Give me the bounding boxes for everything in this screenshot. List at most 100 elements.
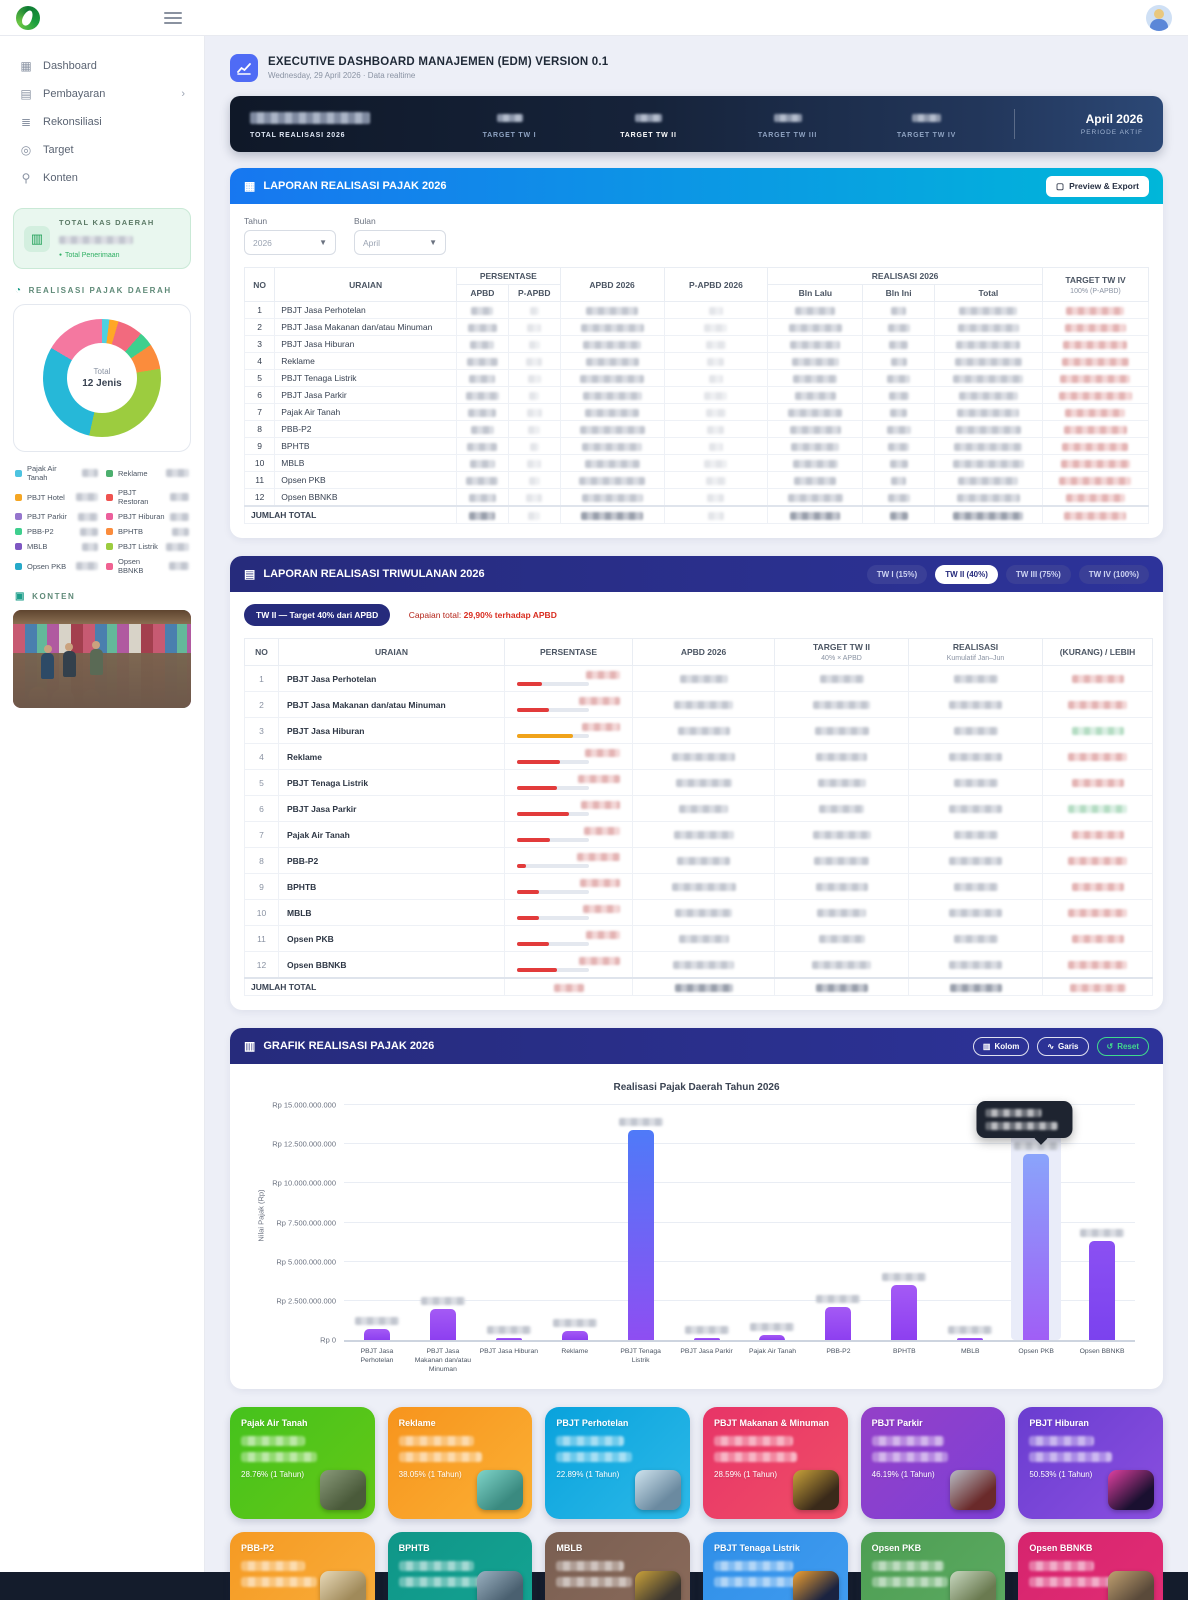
bar[interactable] — [627, 1130, 654, 1340]
tw-tab-button[interactable]: TW II (40%) — [935, 564, 998, 584]
grafik-header: ▥ GRAFIK REALISASI PAJAK 2026 ▥ Kolom ∿ Ga… — [230, 1028, 1163, 1064]
sidebar-item-pembayaran[interactable]: ▤ Pembayaran › — [13, 80, 191, 108]
tax-card-pbjt-makanan-minuman[interactable]: PBJT Makanan & Minuman 28.59% (1 Tahun) — [703, 1406, 848, 1519]
grafik-card: ▥ GRAFIK REALISASI PAJAK 2026 ▥ Kolom ∿ Ga… — [230, 1028, 1163, 1389]
tax-card-pajak-air-tanah[interactable]: Pajak Air Tanah 28.76% (1 Tahun) — [230, 1406, 375, 1519]
donut-chart[interactable]: Total 12 Jenis — [43, 319, 161, 437]
redacted-value — [890, 357, 907, 366]
progress-fill — [517, 916, 539, 920]
redacted-value — [814, 727, 869, 736]
legend-color-dot — [106, 562, 113, 570]
total-kas-card[interactable]: ▥ TOTAL KAS DAERAH Total Penerimaan — [13, 208, 191, 269]
kolom-button[interactable]: ▥ Kolom — [972, 1036, 1030, 1056]
redacted-value — [1063, 340, 1128, 349]
redacted-value — [714, 1576, 797, 1587]
bulan-select[interactable]: April ▼ — [354, 230, 446, 255]
redacted-value — [169, 562, 189, 570]
redacted-value — [794, 476, 837, 485]
tahun-select[interactable]: 2026 ▼ — [244, 230, 336, 255]
reset-button[interactable]: ↺ Reset — [1096, 1036, 1149, 1056]
bar-column[interactable] — [937, 1107, 1003, 1340]
bar[interactable] — [1089, 1241, 1116, 1340]
bar-column[interactable] — [976, 1100, 1073, 1340]
table-row: 3 PBJT Jasa Hiburan — [243, 335, 1150, 353]
redacted-value — [553, 983, 584, 992]
bar-column[interactable] — [805, 1107, 871, 1340]
tw-summary-row: TW II — Target 40% dari APBD Capaian tot… — [244, 604, 1149, 626]
sidebar-item-rekonsiliasi[interactable]: ≣ Rekonsiliasi — [13, 108, 191, 136]
bar[interactable] — [957, 1338, 984, 1340]
bar-column[interactable] — [871, 1107, 937, 1340]
bar[interactable] — [561, 1331, 588, 1340]
bar[interactable] — [363, 1329, 390, 1340]
bar-column[interactable] — [740, 1107, 806, 1340]
bar-column[interactable] — [476, 1107, 542, 1340]
redacted-value — [527, 459, 542, 468]
tax-card-reklame[interactable]: Reklame 38.05% (1 Tahun) — [387, 1406, 533, 1519]
redacted-value — [1069, 983, 1126, 992]
sidebar-item-dashboard[interactable]: ▦ Dashboard — [13, 52, 191, 80]
sidebar-item-label: Target — [43, 144, 74, 156]
tw-tab-button[interactable]: TW I (15%) — [866, 564, 928, 584]
reset-icon: ↺ — [1106, 1041, 1114, 1051]
bar[interactable] — [825, 1307, 852, 1340]
tax-card-mblb[interactable]: MBLB — [545, 1531, 690, 1600]
tax-cards-row2: PBB-P2 BPHTB MBLB PBJT Tenaga Listrik Opsen … — [230, 1531, 1163, 1600]
konten-photo[interactable] — [13, 610, 191, 708]
bar[interactable] — [693, 1338, 720, 1340]
progress-fill — [517, 682, 543, 686]
card-title: MBLB — [556, 1542, 583, 1553]
progress-fill — [517, 968, 558, 972]
tax-card-pbjt-tenaga-listrik[interactable]: PBJT Tenaga Listrik — [703, 1531, 848, 1600]
tax-card-pbjt-parkir[interactable]: PBJT Parkir 46.19% (1 Tahun) — [860, 1406, 1006, 1519]
tax-card-pbjt-hiburan[interactable]: PBJT Hiburan 50.53% (1 Tahun) — [1018, 1406, 1163, 1519]
redacted-value — [1071, 935, 1124, 944]
tax-card-bphtb[interactable]: BPHTB — [387, 1531, 533, 1600]
redacted-value — [891, 476, 907, 485]
bar[interactable] — [891, 1285, 918, 1340]
tax-card-pbb-p2[interactable]: PBB-P2 — [230, 1531, 375, 1600]
bar-column[interactable] — [674, 1107, 740, 1340]
redacted-value — [871, 1451, 948, 1462]
tax-card-opsen-pkb[interactable]: Opsen PKB — [860, 1531, 1006, 1600]
bar-column[interactable] — [344, 1107, 410, 1340]
sidebar-item-target[interactable]: ◎ Target — [13, 136, 191, 164]
sidebar-item-konten[interactable]: ⚲ Konten — [13, 164, 191, 192]
garis-button[interactable]: ∿ Garis — [1037, 1036, 1089, 1056]
redacted-value — [577, 853, 620, 861]
bar-column[interactable] — [1069, 1107, 1135, 1340]
bar[interactable] — [429, 1308, 456, 1340]
col-uraian: URAIAN — [274, 267, 457, 302]
redacted-value — [470, 340, 495, 349]
tw-tab-button[interactable]: TW III (75%) — [1005, 564, 1071, 584]
bar[interactable] — [1023, 1153, 1050, 1340]
redacted-value — [585, 749, 620, 757]
sidebar-item-label: Pembayaran — [43, 88, 106, 100]
col-realisasi-2026: REALISASI 2026 — [767, 267, 1043, 285]
stat-targets: TARGET TW I TARGET TW II TARGET TW III TARG… — [440, 109, 996, 139]
bar[interactable] — [495, 1337, 522, 1340]
table-header: NO URAIAN PERSENTASE APBD 2026 P-APBD 2026 RE… — [243, 267, 1150, 302]
user-avatar[interactable] — [1146, 4, 1172, 31]
sidebar-item-label: Dashboard — [43, 60, 97, 72]
preview-export-button[interactable]: ▢ Preview & Export — [1046, 175, 1149, 197]
bar-column[interactable] — [608, 1107, 674, 1340]
redacted-value — [887, 374, 911, 383]
bar-column[interactable] — [410, 1107, 476, 1340]
tax-card-opsen-bbnkb[interactable]: Opsen BBNKB — [1018, 1531, 1163, 1600]
redacted-value — [82, 469, 98, 477]
bar-column[interactable] — [542, 1107, 608, 1340]
tw-tab-button[interactable]: TW IV (100%) — [1078, 564, 1149, 584]
progress-track — [517, 812, 589, 816]
legend-label: Opsen PKB — [27, 561, 67, 571]
bar[interactable] — [759, 1335, 786, 1340]
chart-plot[interactable]: Rp 0 Rp 2.500.000.000 Rp 5.000.000.000 Rp 7… — [272, 1100, 1135, 1345]
redacted-value — [241, 1435, 305, 1446]
hamburger-menu-icon[interactable] — [164, 11, 182, 24]
legend-color-dot — [15, 562, 22, 570]
card-title: PBJT Makanan & Minuman — [714, 1417, 830, 1428]
tax-card-pbjt-perhotelan[interactable]: PBJT Perhotelan 22.89% (1 Tahun) — [545, 1406, 690, 1519]
page-header: EXECUTIVE DASHBOARD MANAJEMEN (EDM) VERS… — [230, 54, 1163, 82]
redacted-value — [956, 493, 1020, 502]
